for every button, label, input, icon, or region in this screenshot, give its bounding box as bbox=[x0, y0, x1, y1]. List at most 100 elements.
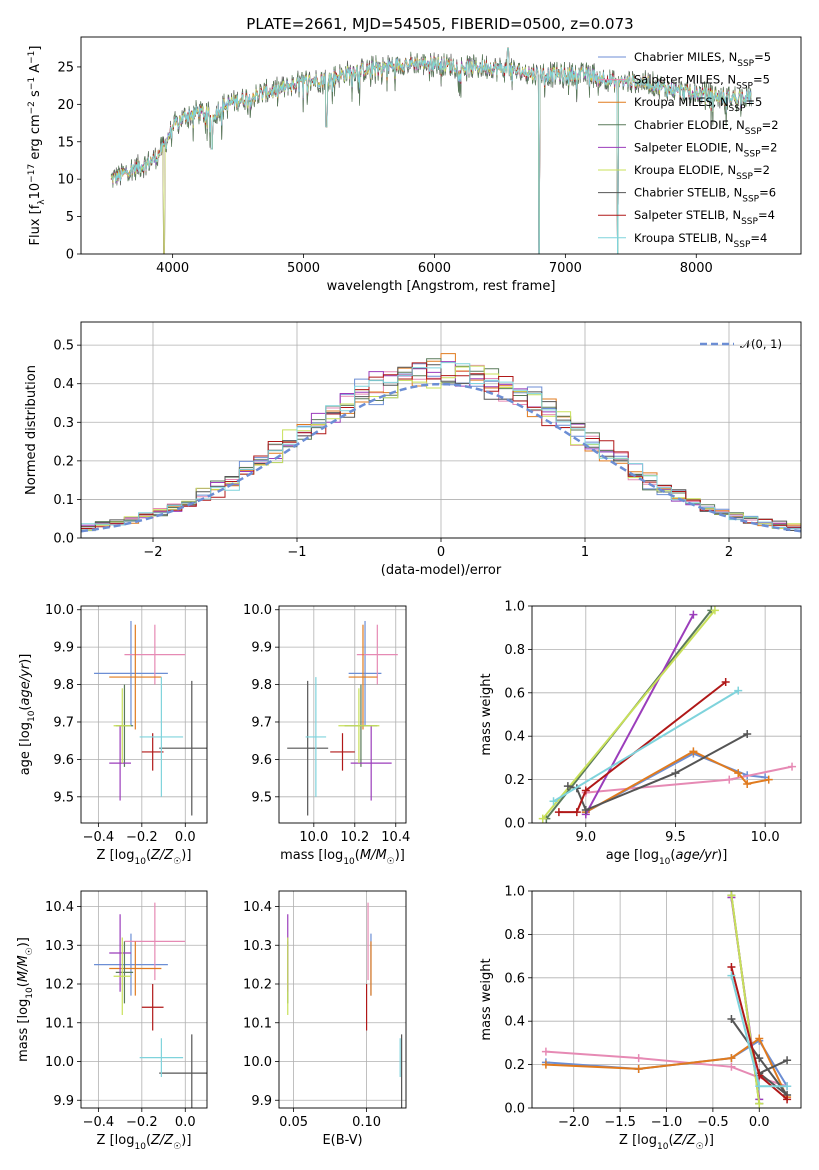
series-marker bbox=[634, 1064, 643, 1073]
series-marker bbox=[788, 762, 797, 771]
spectrum-axes: 4000 5000 6000 7000 8000 0 5 10 15 20 25 bbox=[57, 60, 712, 276]
series-line bbox=[552, 689, 739, 803]
x-tick-label: −0.4 bbox=[83, 830, 115, 845]
legend-entry: Salpeter MILES, NSSP=5 bbox=[634, 73, 770, 92]
x-axis-label: (data-model)/error bbox=[381, 563, 502, 578]
series-marker bbox=[721, 677, 730, 686]
y-tick-label: 10.0 bbox=[45, 1055, 74, 1070]
y-tick-label: 10.1 bbox=[45, 1016, 74, 1031]
spectrum-frame bbox=[80, 36, 802, 255]
x-tick-label: 10.2 bbox=[340, 830, 369, 845]
x-tick-label: 0.0 bbox=[175, 1115, 196, 1130]
y-tick-label: 9.7 bbox=[53, 715, 74, 730]
spectrum-line bbox=[110, 47, 752, 254]
x-tick-label: 0.10 bbox=[352, 1115, 381, 1130]
y-axis-label: age [log10(age/yr)] bbox=[18, 654, 37, 776]
series-line bbox=[542, 609, 716, 820]
y-tick-label: 9.8 bbox=[251, 678, 272, 693]
x-tick-label: 5000 bbox=[287, 261, 320, 276]
series-marker bbox=[755, 1082, 764, 1091]
y-tick-label: 10.2 bbox=[243, 978, 272, 993]
residuals-frame bbox=[80, 321, 802, 539]
age-vs-Z-axes: −0.4 −0.2 0.0 9.5 9.6 9.7 9.8 9.9 10.0 bbox=[45, 603, 207, 845]
series-marker bbox=[563, 782, 572, 791]
y-tick-label: 9.7 bbox=[251, 715, 272, 730]
series-marker bbox=[727, 971, 736, 980]
histogram-series bbox=[81, 364, 801, 531]
x-tick-label: 0.0 bbox=[749, 1115, 770, 1130]
spectrum-legend: Chabrier MILES, NSSP=5 Salpeter MILES, NS… bbox=[598, 50, 779, 250]
x-tick-label: −0.2 bbox=[126, 1115, 158, 1130]
y-tick-label: 1.0 bbox=[504, 600, 525, 615]
series-marker bbox=[689, 610, 698, 619]
x-tick-label: 0.05 bbox=[279, 1115, 308, 1130]
series-marker bbox=[743, 730, 752, 739]
weight-vs-Z-axes: −2.0 −1.5 −1.0 −0.5 0.0 0.0 0.2 0.4 0.6 0.8 1.0 bbox=[504, 885, 801, 1130]
mass-vs-ebv-axes: 0.05 0.10 9.9 10.0 10.1 10.2 10.3 10.4 bbox=[243, 891, 406, 1130]
y-tick-label: 0.4 bbox=[504, 1015, 525, 1030]
series-marker bbox=[755, 1034, 764, 1043]
series-marker bbox=[727, 1062, 736, 1071]
weight-vs-Z-series bbox=[541, 891, 792, 1108]
mass-vs-Z-points bbox=[94, 902, 207, 1108]
x-axis-label: mass [log10(M/M☉)] bbox=[280, 848, 405, 867]
series-marker bbox=[755, 1054, 764, 1063]
y-tick-label: 10.2 bbox=[45, 978, 74, 993]
y-axis-label: mass [log10(M/M☉)] bbox=[16, 937, 35, 1062]
y-tick-label: 9.8 bbox=[53, 678, 74, 693]
series-marker bbox=[541, 1060, 550, 1069]
histograms bbox=[81, 353, 801, 533]
y-tick-label: 0.3 bbox=[53, 416, 74, 431]
y-axis-label: mass weight bbox=[479, 958, 494, 1040]
series-marker bbox=[689, 747, 698, 756]
y-tick-label: 10.3 bbox=[243, 939, 272, 954]
mass-vs-Z-axes: −0.4 −0.2 0.0 9.9 10.0 10.1 10.2 10.3 10.4 bbox=[45, 891, 207, 1130]
series-marker bbox=[634, 1054, 643, 1063]
x-tick-label: 10.0 bbox=[751, 830, 780, 845]
x-tick-label: 0 bbox=[437, 545, 445, 560]
y-tick-label: 1.0 bbox=[504, 885, 525, 900]
legend-entry: Salpeter ELODIE, NSSP=2 bbox=[634, 140, 777, 159]
y-tick-label: 9.6 bbox=[251, 753, 272, 768]
y-tick-label: 5 bbox=[66, 210, 74, 225]
y-tick-label: 15 bbox=[57, 135, 74, 150]
series-marker bbox=[581, 786, 590, 795]
legend-entry: Kroupa ELODIE, NSSP=2 bbox=[634, 163, 770, 182]
y-axis-label: mass weight bbox=[479, 673, 494, 755]
legend-entry: 𝒩(0, 1) bbox=[740, 337, 782, 351]
y-tick-label: 0.6 bbox=[504, 971, 525, 986]
y-tick-label: 0.2 bbox=[504, 773, 525, 788]
x-tick-label: 6000 bbox=[418, 261, 451, 276]
x-axis-label: age [log10(age/yr)] bbox=[606, 848, 728, 867]
series-marker bbox=[727, 962, 736, 971]
legend-entry: Chabrier ELODIE, NSSP=2 bbox=[634, 118, 779, 137]
series-marker bbox=[549, 797, 558, 806]
x-tick-label: 0.0 bbox=[175, 830, 196, 845]
y-tick-label: 0.0 bbox=[53, 532, 74, 547]
y-tick-label: 0.4 bbox=[504, 730, 525, 745]
mass-vs-ebv-points bbox=[287, 902, 403, 1108]
series-marker bbox=[783, 1082, 792, 1091]
x-tick-label: 8000 bbox=[680, 261, 713, 276]
legend-entry: Chabrier MILES, NSSP=5 bbox=[634, 50, 771, 69]
mass-vs-Z-frame bbox=[80, 890, 208, 1109]
y-tick-label: 0.8 bbox=[504, 643, 525, 658]
series-marker bbox=[783, 1056, 792, 1065]
series-marker bbox=[554, 808, 563, 817]
spectrum-lines bbox=[110, 47, 752, 254]
series-marker bbox=[581, 805, 590, 814]
x-tick-label: 10.4 bbox=[381, 830, 410, 845]
y-tick-label: 9.5 bbox=[53, 790, 74, 805]
series-marker bbox=[541, 1047, 550, 1056]
age-vs-Z-frame bbox=[80, 605, 208, 824]
legend-entry: Chabrier STELIB, NSSP=6 bbox=[634, 186, 776, 205]
y-axis-label: Normed distribution bbox=[24, 365, 39, 495]
series-line bbox=[584, 614, 695, 815]
series-marker bbox=[727, 1015, 736, 1024]
x-tick-label: 2 bbox=[725, 545, 733, 560]
y-tick-label: 9.9 bbox=[251, 1094, 272, 1109]
weight-vs-age-frame bbox=[531, 605, 802, 824]
y-tick-label: 0 bbox=[66, 248, 74, 263]
series-marker bbox=[743, 779, 752, 788]
series-marker bbox=[710, 606, 719, 615]
